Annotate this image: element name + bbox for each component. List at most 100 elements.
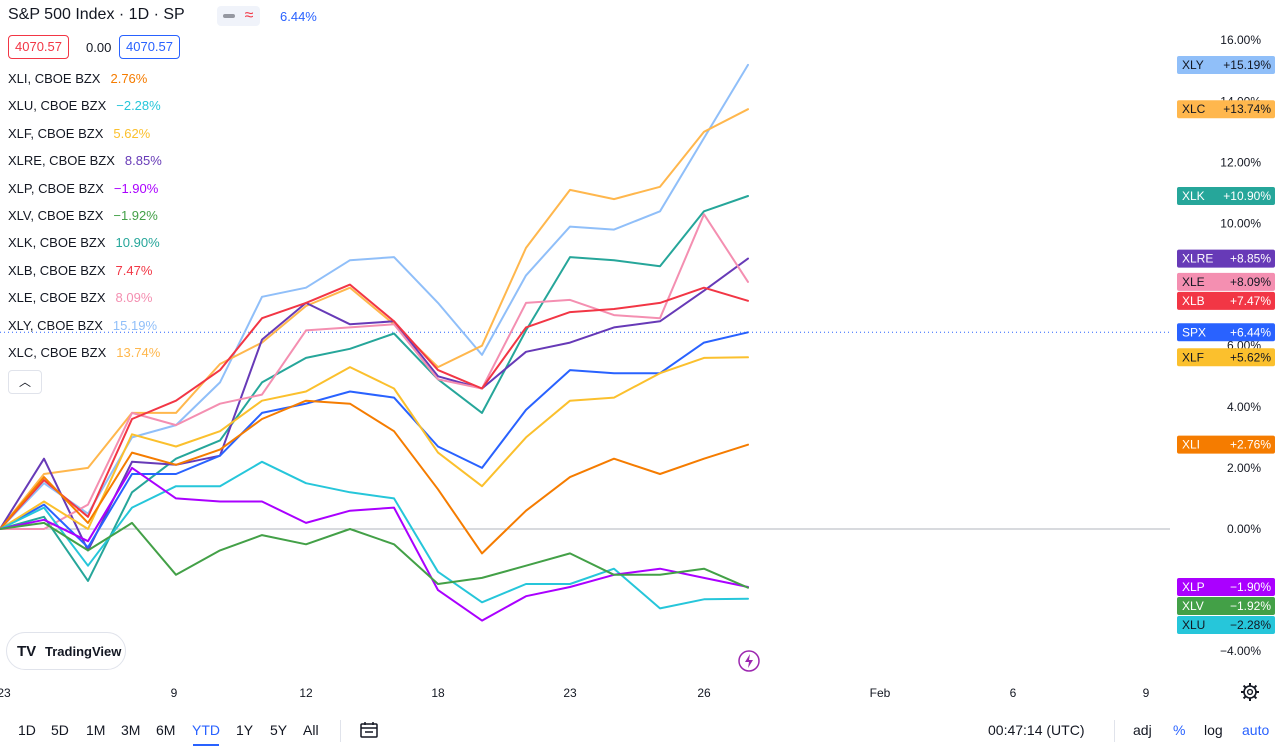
spread-value: 0.00 — [86, 40, 112, 55]
legend-value: 7.47% — [115, 262, 153, 278]
legend-item[interactable]: XLV, CBOE BZX −1.92% — [8, 208, 158, 223]
change-percent: 6.44% — [280, 9, 317, 24]
x-tick-label: 18 — [431, 686, 445, 700]
legend-label: XLP, CBOE BZX — [8, 180, 104, 196]
x-tick-label: 12 — [299, 686, 313, 700]
series-line-xlb[interactable] — [0, 283, 749, 530]
legend-value: −2.28% — [116, 98, 161, 114]
end-label-value: +2.76% — [1230, 438, 1271, 452]
wave-icon: ≈ — [244, 7, 254, 24]
end-label-value: −1.92% — [1230, 599, 1271, 613]
end-label-symbol: XLF — [1182, 350, 1204, 364]
legend-item[interactable]: XLF, CBOE BZX 5.62% — [8, 126, 150, 141]
symbol-title[interactable]: S&P 500 Index · 1D · SP — [8, 6, 185, 23]
legend-value: 15.19% — [112, 317, 157, 333]
y-tick-label: 10.00% — [1220, 217, 1261, 231]
end-label-symbol: XLP — [1182, 580, 1205, 594]
series-line-xlv[interactable] — [0, 521, 749, 589]
legend-label: XLE, CBOE BZX — [8, 290, 106, 306]
x-tick-label: 9 — [1143, 686, 1150, 700]
end-label-value: +5.62% — [1230, 350, 1271, 364]
auto-scale-toggle[interactable]: auto — [1242, 722, 1270, 738]
legend-item[interactable]: XLI, CBOE BZX 2.76% — [8, 71, 147, 86]
legend-item[interactable]: XLK, CBOE BZX 10.90% — [8, 235, 160, 250]
end-label-value: +7.47% — [1230, 294, 1271, 308]
legend-value: 2.76% — [110, 71, 148, 86]
end-label-background — [1177, 323, 1275, 342]
legend-label: XLY, CBOE BZX — [8, 317, 103, 333]
timeframe-button[interactable]: YTD — [192, 722, 220, 738]
legend-item[interactable]: XLY, CBOE BZX 15.19% — [8, 318, 157, 333]
timeframe-button[interactable]: 5D — [51, 722, 69, 738]
end-label-background — [1177, 597, 1275, 616]
end-label-xlf: XLF +5.62% — [1177, 348, 1275, 367]
end-label-xlp: XLP −1.90% — [1177, 578, 1275, 597]
timeframe-button[interactable]: 1D — [18, 722, 36, 738]
toolbar-divider — [1114, 720, 1115, 742]
end-label-background — [1177, 249, 1275, 268]
legend-label: XLK, CBOE BZX — [8, 235, 106, 251]
series-line-xlk[interactable] — [0, 195, 749, 582]
legend-item[interactable]: XLC, CBOE BZX 13.74% — [8, 345, 160, 360]
series-line-xlp[interactable] — [0, 466, 749, 622]
calendar-icon[interactable] — [360, 721, 378, 738]
clock-time[interactable]: 00:47:14 (UTC) — [988, 722, 1085, 738]
legend-value: 10.90% — [115, 235, 160, 251]
x-tick-label: 6 — [1010, 686, 1017, 700]
lightning-icon[interactable] — [737, 649, 761, 673]
legend-item[interactable]: XLP, CBOE BZX −1.90% — [8, 181, 158, 196]
collapse-legend-button[interactable]: ︿ — [8, 370, 42, 394]
chevron-up-icon: ︿ — [18, 375, 31, 389]
x-tick-label: 26 — [697, 686, 711, 700]
legend-item[interactable]: XLB, CBOE BZX 7.47% — [8, 263, 152, 278]
x-tick-label: 23 — [563, 686, 577, 700]
end-label-value: +6.44% — [1230, 325, 1271, 339]
end-label-background — [1177, 55, 1275, 74]
timeframe-button[interactable]: 6M — [156, 722, 176, 738]
timeframe-button[interactable]: 1M — [86, 722, 106, 738]
legend-label: XLB, CBOE BZX — [8, 262, 106, 278]
active-timeframe-indicator — [193, 744, 219, 746]
end-label-value: +8.09% — [1230, 275, 1271, 289]
series-line-spx[interactable] — [0, 331, 749, 549]
legend-label: XLU, CBOE BZX — [8, 98, 107, 114]
sell-price[interactable]: 4070.57 — [8, 35, 69, 59]
bottom-toolbar: 1D 5D 1M 3M 6M YTD 1Y 5Y All 00:47:14 (UTC) adj … — [0, 708, 1280, 750]
end-label-symbol: XLY — [1182, 58, 1204, 72]
series-line-xlc[interactable] — [0, 108, 749, 530]
legend-item[interactable]: XLE, CBOE BZX 8.09% — [8, 290, 152, 305]
compare-toggle[interactable]: ≈ — [217, 6, 260, 26]
buy-price[interactable]: 4070.57 — [119, 35, 180, 59]
series-line-xlf[interactable] — [0, 356, 749, 530]
tradingview-logo[interactable]: TV TradingView — [6, 632, 126, 670]
adjust-toggle[interactable]: adj — [1133, 722, 1152, 738]
series-line-xli[interactable] — [0, 399, 749, 555]
end-label-xli: XLI +2.76% — [1177, 435, 1275, 454]
series-line-xle[interactable] — [0, 213, 749, 530]
log-scale-toggle[interactable]: log — [1204, 722, 1223, 738]
legend-value: 13.74% — [116, 345, 161, 360]
end-label-xlb: XLB +7.47% — [1177, 291, 1275, 310]
end-label-xle: XLE +8.09% — [1177, 272, 1275, 291]
timeframe-button[interactable]: 3M — [121, 722, 141, 738]
series-line-xlre[interactable] — [0, 257, 749, 552]
legend-value: 5.62% — [113, 125, 151, 141]
end-label-background — [1177, 272, 1275, 291]
end-label-symbol: XLI — [1182, 438, 1200, 452]
timeframe-button[interactable]: 1Y — [236, 722, 254, 738]
end-label-background — [1177, 291, 1275, 310]
end-label-xlre: XLRE +8.85% — [1177, 249, 1275, 268]
legend-item[interactable]: XLU, CBOE BZX −2.28% — [8, 98, 161, 113]
end-label-value: +15.19% — [1223, 58, 1271, 72]
series-line-xly[interactable] — [0, 63, 749, 530]
legend-label: XLI, CBOE BZX — [8, 71, 101, 86]
timeframe-button[interactable]: All — [303, 722, 319, 738]
comparison-chart[interactable]: 16.00%14.00%12.00%10.00%6.00%4.00%2.00%0… — [0, 0, 1280, 708]
timeframe-button[interactable]: 5Y — [270, 722, 288, 738]
toolbar-divider — [340, 720, 341, 742]
legend-value: −1.90% — [113, 180, 159, 196]
end-label-value: +13.74% — [1223, 102, 1271, 116]
settings-gear-icon[interactable] — [1240, 682, 1260, 702]
percent-scale-toggle[interactable]: % — [1173, 722, 1186, 738]
legend-item[interactable]: XLRE, CBOE BZX 8.85% — [8, 153, 162, 168]
